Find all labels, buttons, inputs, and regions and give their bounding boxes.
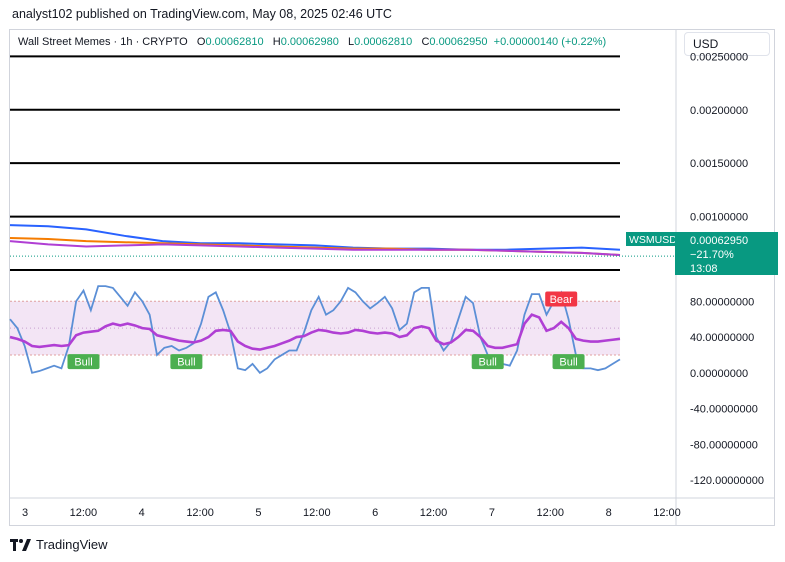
oscillator-axis-tick-label: -40.00000000: [690, 404, 758, 416]
bear-signal-label: Bear: [550, 294, 574, 306]
published-line: analyst102 published on TradingView.com,…: [12, 7, 392, 21]
bull-signal-badge: [471, 354, 504, 370]
oscillator-line: [9, 313, 621, 351]
time-axis-tick-label: 12:00: [537, 507, 565, 519]
time-axis-tick-label: 3: [22, 507, 28, 519]
bull-signal-label: Bull: [74, 357, 92, 369]
chart-frame: [9, 29, 775, 526]
price-tag-symbol: WSMUSD: [629, 234, 677, 246]
close-value: 0.00062950: [429, 36, 488, 48]
high-value: 0.00062980: [280, 36, 339, 48]
currency-button[interactable]: USD: [684, 32, 770, 56]
symbol-title[interactable]: Wall Street Memes · 1h · CRYPTO: [18, 36, 188, 48]
price-tag-symbol-bg: [626, 232, 675, 246]
bull-signal-badge: [170, 354, 203, 370]
oscillator-axis-tick-label: -120.00000000: [690, 475, 764, 487]
moving-average-line: [9, 240, 621, 257]
price-axis-tick-label: 0.00200000: [690, 105, 748, 117]
time-axis-tick-label: 12:00: [420, 507, 448, 519]
change-value: +0.00000140 (+0.22%): [493, 36, 607, 48]
low-value: 0.00062810: [354, 36, 413, 48]
moving-average-line: [9, 224, 621, 251]
bull-signal-badge: [67, 354, 100, 370]
price-tag-bg: [675, 232, 778, 275]
time-axis-tick-label: 6: [372, 507, 378, 519]
price-tag-price: 0.00062950: [690, 235, 748, 247]
time-axis-tick-label: 12:00: [70, 507, 98, 519]
time-axis-tick-label: 8: [606, 507, 612, 519]
time-axis-tick-label: 12:00: [653, 507, 681, 519]
oscillator-axis-tick-label: -80.00000000: [690, 439, 758, 451]
ohlc-legend: Wall Street Memes · 1h · CRYPTO O0.00062…: [18, 36, 606, 48]
price-axis-tick-label: 0.00150000: [690, 158, 748, 170]
time-axis-tick-label: 5: [255, 507, 261, 519]
bull-signal-label: Bull: [559, 357, 577, 369]
time-axis-tick-label: 7: [489, 507, 495, 519]
close-label: C: [421, 36, 430, 48]
price-axis-tick-label: 0.00100000: [690, 212, 748, 224]
tradingview-brand: TradingView: [36, 537, 108, 552]
tradingview-logo-icon: [10, 538, 31, 551]
oscillator-axis-tick-label: 80.00000000: [690, 296, 754, 308]
high-label: H: [272, 36, 281, 48]
bull-signal-badge: [552, 354, 585, 370]
price-tag-countdown: 13:08: [690, 263, 718, 275]
oscillator-axis-tick-label: 0.00000000: [690, 368, 748, 380]
open-value: 0.00062810: [205, 36, 264, 48]
oscillator-axis-tick-label: 40.00000000: [690, 332, 754, 344]
bear-signal-badge: [545, 291, 578, 307]
price-tag-change: −21.70%: [690, 249, 734, 261]
low-label: L: [348, 36, 355, 48]
time-axis-tick-label: 12:00: [186, 507, 214, 519]
time-axis-tick-label: 4: [139, 507, 145, 519]
bull-signal-label: Bull: [177, 357, 195, 369]
open-label: O: [196, 36, 206, 48]
bull-signal-label: Bull: [479, 357, 497, 369]
tradingview-footer[interactable]: TradingView: [10, 537, 108, 552]
time-axis-tick-label: 12:00: [303, 507, 331, 519]
price-axis-tick-label: 0.00250000: [690, 51, 748, 63]
